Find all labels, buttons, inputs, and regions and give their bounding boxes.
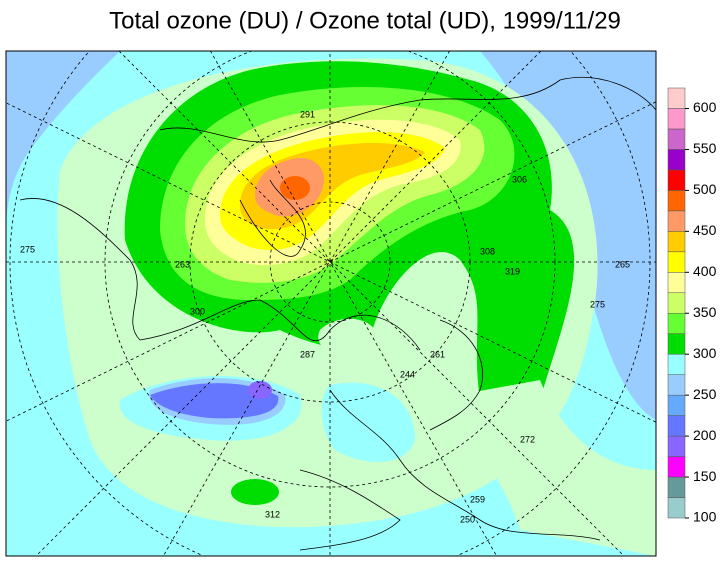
colorbar-cell <box>667 210 686 232</box>
colorbar-label: 450 <box>693 222 717 238</box>
contour-label: 287 <box>300 349 315 359</box>
colorbar-cell <box>667 190 686 212</box>
colorbar-label: 550 <box>693 140 717 156</box>
colorbar-cell <box>667 272 686 294</box>
colorbar: 100 150 200 250 300 350 400 450 500 550 600 <box>667 87 717 525</box>
contour-label: 259 <box>470 494 485 504</box>
map-frame <box>5 50 657 557</box>
region <box>318 318 376 357</box>
colorbar-label: 600 <box>693 99 717 115</box>
contour-label: 312 <box>265 509 280 519</box>
colorbar-cell <box>667 251 686 273</box>
colorbar-cell <box>667 497 686 519</box>
contour-label: 263 <box>175 259 190 269</box>
contour-label: 300 <box>190 306 205 316</box>
contour-label: 275 <box>20 244 35 254</box>
region <box>248 381 272 399</box>
colorbar-label: 350 <box>693 304 717 320</box>
colorbar-cell <box>667 415 686 437</box>
colorbar-cell <box>667 149 686 171</box>
colorbar-cell <box>667 394 686 416</box>
contour-label: 250 <box>460 514 475 524</box>
contour-label: 291 <box>300 109 315 119</box>
colorbar-label: 400 <box>693 263 717 279</box>
contour-label: 272 <box>520 434 535 444</box>
region <box>231 479 279 505</box>
contour-labels: 275 263 287 300 308 319 306 265 275 272 261 259 250 3… <box>20 109 630 524</box>
contour-label: 319 <box>505 266 520 276</box>
contour-label: 275 <box>590 299 605 309</box>
contour-label: 306 <box>512 174 527 184</box>
colorbar-label: 200 <box>693 427 717 443</box>
region <box>150 383 279 419</box>
colorbar-cell <box>667 231 686 253</box>
map: 275 263 287 300 308 319 306 265 275 272 261 259 250 3… <box>6 51 656 556</box>
colorbar-cell <box>667 353 686 375</box>
colorbar-cell <box>667 374 686 396</box>
colorbar-cell <box>667 108 686 130</box>
coastlines <box>19 76 656 551</box>
region <box>321 382 415 462</box>
colorbar-cell <box>667 128 686 150</box>
contour-label: 265 <box>615 259 630 269</box>
contour-label: 261 <box>430 349 445 359</box>
contour-label: 244 <box>400 369 415 379</box>
colorbar-cell <box>667 87 686 109</box>
contour-label: 308 <box>480 246 495 256</box>
graticule <box>6 51 656 556</box>
colorbar-cell <box>667 312 686 334</box>
region <box>280 176 310 200</box>
colorbar-label: 500 <box>693 181 717 197</box>
colorbar-cell <box>667 333 686 355</box>
colorbar-cell <box>667 292 686 314</box>
region <box>6 51 120 230</box>
region <box>480 51 656 420</box>
colorbar-label: 100 <box>693 509 717 525</box>
colorbar-label: 300 <box>693 345 717 361</box>
colorbar-cell <box>667 169 686 191</box>
colorbar-cell <box>667 476 686 498</box>
colorbar-label: 250 <box>693 386 717 402</box>
colorbar-cell <box>667 435 686 457</box>
colorbar-label: 150 <box>693 468 717 484</box>
title: Total ozone (DU) / Ozone total (UD), 199… <box>109 7 621 34</box>
colorbar-cell <box>667 456 686 478</box>
